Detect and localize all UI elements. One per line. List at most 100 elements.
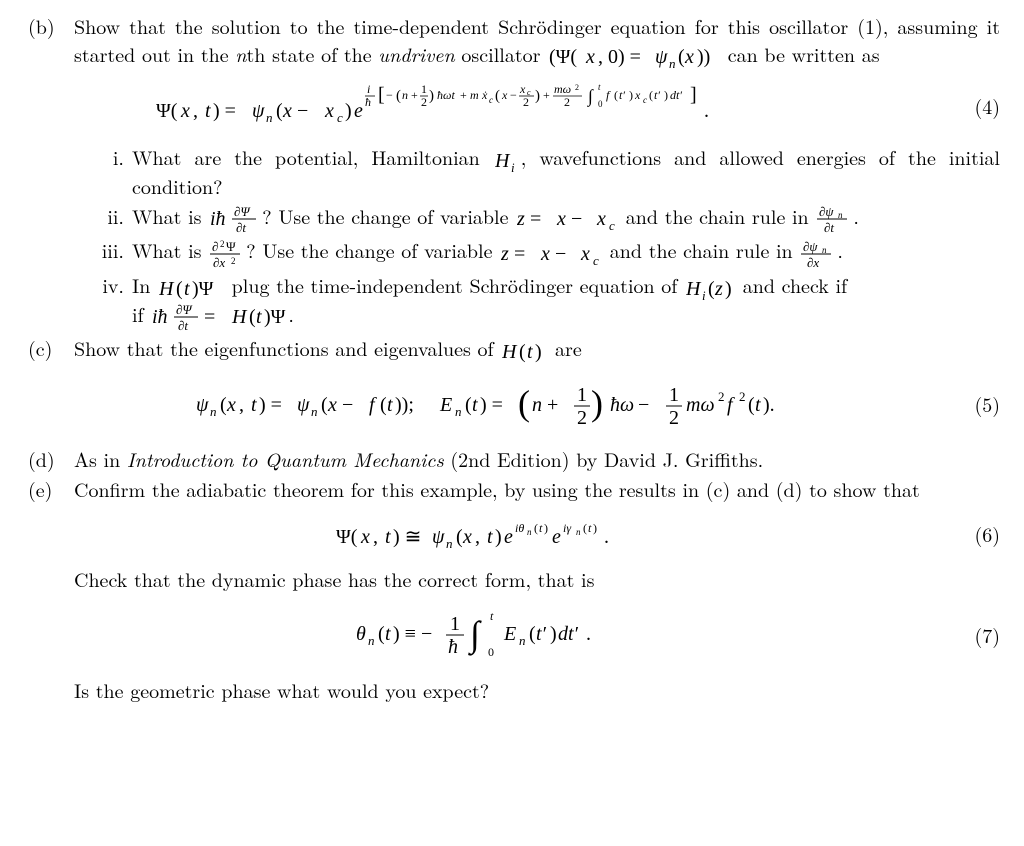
- svg-text:(: (: [396, 88, 401, 104]
- svg-text:E: E: [439, 394, 452, 416]
- equation-4-body: Ψ( x , t ) = ψ n ( x − x c ) e i ħ [ −: [88, 83, 944, 129]
- e-last: Is the geometric phase what would you ex…: [74, 675, 489, 704]
- svg-text:−: −: [510, 88, 517, 102]
- equation-7: θ n ( t ) ≡ − 1 ħ ∫ 0 t E n ( t′ ) dt′ .…: [28, 606, 1000, 662]
- svg-text:e: e: [504, 526, 513, 548]
- svg-text:H: H: [159, 278, 175, 300]
- part-e-body: Confirm the adiabatic theorem for this e…: [74, 475, 1000, 503]
- svg-text:∂x: ∂x: [213, 255, 225, 269]
- svg-text:−: −: [555, 243, 566, 265]
- svg-text:)Ψ: )Ψ: [264, 306, 286, 328]
- svg-text:n: n: [519, 633, 526, 648]
- svg-text:c: c: [489, 95, 493, 105]
- svg-text:i: i: [511, 160, 515, 172]
- svg-text:c: c: [593, 253, 599, 265]
- svg-text:t: t: [184, 278, 190, 300]
- part-c-body: Show that the eigenfunctions and eigenva…: [74, 334, 1000, 363]
- part-b-label: (b): [28, 12, 74, 40]
- svg-text:−: −: [571, 208, 582, 230]
- svg-text:iθ: iθ: [515, 521, 524, 535]
- part-b-ii: ii. What is iħ ∂Ψ ∂t ? Use the change of…: [86, 202, 1000, 235]
- part-b-ii-label: ii.: [86, 202, 132, 230]
- part-b-i-body: What are the potential, Hamiltonian Hi, …: [132, 143, 1000, 199]
- svg-text:(: (: [748, 394, 755, 416]
- svg-text:)Ψ: )Ψ: [192, 278, 214, 300]
- part-b-body: Show that the solution to the time-depen…: [74, 12, 1000, 69]
- svg-text:): ): [535, 88, 540, 104]
- svg-text:1: 1: [450, 613, 460, 635]
- svg-text:n: n: [527, 527, 532, 537]
- svg-text:2: 2: [523, 95, 529, 109]
- svg-text:mω: mω: [686, 394, 715, 416]
- part-b-after-undriven: oscillator: [455, 39, 547, 68]
- svg-text:m: m: [470, 88, 479, 102]
- svg-text:x: x: [684, 46, 694, 68]
- part-b-undriven: undriven: [378, 39, 454, 68]
- svg-text:ψ: ψ: [655, 46, 668, 68]
- svg-text:n: n: [455, 404, 462, 419]
- svg-text:(: (: [519, 341, 526, 363]
- svg-text:∂t: ∂t: [824, 220, 834, 234]
- svg-text:,: ,: [193, 100, 198, 122]
- svg-text:x: x: [180, 100, 190, 122]
- svg-text:+: +: [460, 88, 467, 102]
- part-e-check: Check that the dynamic phase has the cor…: [74, 565, 1000, 593]
- svg-text:(: (: [249, 306, 256, 328]
- part-b-i-label: i.: [86, 143, 132, 171]
- svg-text:t: t: [755, 394, 761, 416]
- svg-text:).: ).: [763, 394, 775, 416]
- svg-text:ħ: ħ: [448, 636, 458, 658]
- svg-text:]: ]: [690, 84, 697, 106]
- svg-text:t: t: [385, 526, 391, 548]
- svg-text:x: x: [540, 243, 550, 265]
- svg-text:H: H: [231, 306, 248, 328]
- equation-6-number: (6): [944, 520, 1000, 548]
- bi-t1: What are the potential, Hamiltonian: [132, 142, 493, 171]
- svg-text:∂x: ∂x: [807, 255, 819, 269]
- svg-text:0: 0: [598, 99, 603, 109]
- svg-text:(: (: [380, 394, 387, 416]
- svg-text:): ): [544, 521, 548, 535]
- svg-text:∂ψ: ∂ψ: [803, 239, 818, 254]
- part-e: (e) Confirm the adiabatic theorem for th…: [28, 475, 1000, 503]
- svg-text:=: =: [514, 243, 525, 265]
- equation-5-body: ψ n ( x , t ) = ψ n ( x − f ( t )); E n …: [88, 377, 944, 431]
- svg-text:(: (: [678, 46, 685, 68]
- svg-text:) =: ) =: [213, 100, 236, 122]
- svg-text:Ψ(: Ψ(: [156, 100, 178, 122]
- svg-text:−: −: [297, 100, 308, 122]
- svg-text:e: e: [552, 526, 561, 548]
- bii-t2: ? Use the change of variable: [262, 201, 515, 230]
- svg-text:(: (: [708, 278, 715, 300]
- svg-text:∂t: ∂t: [178, 318, 188, 332]
- svg-text:2: 2: [220, 239, 225, 249]
- svg-text:x: x: [596, 208, 606, 230]
- part-d-label: (d): [28, 445, 74, 473]
- equation-7-number: (7): [944, 621, 1000, 649]
- svg-text:n: n: [402, 88, 408, 102]
- part-c: (c) Show that the eigenfunctions and eig…: [28, 334, 1000, 363]
- part-b-iv-body: In H ( t )Ψ plug the time-independent Sc…: [132, 271, 1000, 332]
- part-b-ii-body: What is iħ ∂Ψ ∂t ? Use the change of var…: [132, 202, 1000, 235]
- svg-text:ħ: ħ: [365, 95, 371, 109]
- svg-text:x: x: [580, 243, 590, 265]
- part-d: (d) As in Introduction to Quantum Mechan…: [28, 445, 1000, 473]
- svg-text:(: (: [378, 623, 385, 645]
- svg-text:): ): [629, 88, 633, 102]
- svg-text:(: (: [529, 623, 536, 645]
- bii-t3: and the chain rule in: [619, 201, 815, 230]
- svg-text:(: (: [176, 278, 183, 300]
- part-b: (b) Show that the solution to the time-d…: [28, 12, 1000, 69]
- svg-text:x: x: [501, 88, 508, 102]
- svg-text:(: (: [495, 88, 500, 104]
- part-b-subitems: i. What are the potential, Hamiltonian H…: [86, 143, 1000, 332]
- svg-text:(: (: [456, 526, 463, 548]
- svg-text:): ): [664, 88, 668, 102]
- svg-text:.: .: [586, 623, 591, 645]
- part-b-th: th state of the: [247, 39, 379, 68]
- svg-text:t: t: [472, 394, 478, 416]
- svg-text:(: (: [220, 394, 227, 416]
- bii-t4: .: [853, 201, 859, 230]
- svg-text:x: x: [226, 394, 236, 416]
- svg-text:t: t: [251, 394, 257, 416]
